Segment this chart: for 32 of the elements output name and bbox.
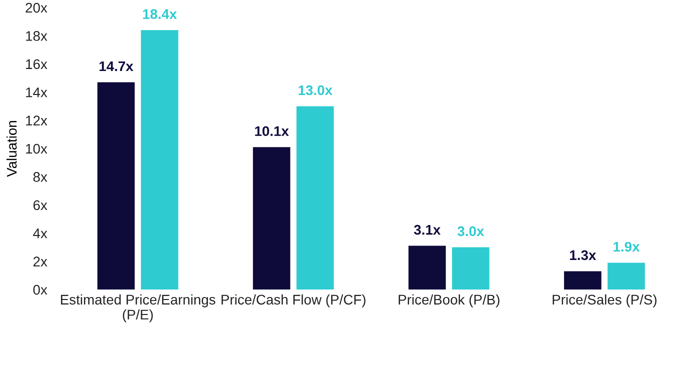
y-tick-label: 0x (33, 284, 48, 295)
y-tick-label: 10x (26, 144, 48, 154)
bar (408, 246, 446, 290)
y-tick-label: 18x (26, 31, 48, 41)
bar (97, 82, 135, 290)
x-tick-label: Price/Sales (P/S) (552, 294, 656, 308)
bar (564, 271, 602, 290)
x-tick-label: Price/Cash Flow (P/CF) (222, 294, 366, 308)
data-label: 3.1x (414, 224, 441, 235)
bar (296, 106, 334, 290)
y-tick-label: 8x (33, 172, 48, 182)
bar (608, 262, 645, 290)
y-tick-label: 2x (33, 256, 48, 266)
bar (252, 147, 290, 290)
y-tick-label: 4x (33, 228, 48, 238)
y-tick-label: 20x (26, 2, 48, 13)
data-label: 3.0x (458, 226, 484, 236)
data-label: 10.1x (255, 126, 289, 136)
x-tick-label: Estimated Price/Earnings (P/E) (61, 294, 216, 322)
y-tick-label: 12x (26, 116, 48, 126)
data-label: 1.3x (570, 250, 596, 260)
bar (140, 30, 178, 290)
y-tick-label: 16x (26, 59, 48, 70)
bar (452, 247, 490, 290)
y-axis-title: Valuation (6, 120, 17, 177)
data-label: 13.0x (298, 85, 332, 96)
y-tick-label: 14x (26, 88, 48, 98)
y-tick-label: 6x (33, 200, 48, 210)
x-tick-label: Price/Book (P/B) (398, 294, 500, 308)
data-label: 1.9x (614, 242, 640, 252)
data-label: 18.4x (143, 9, 177, 19)
data-label: 14.7x (100, 61, 134, 72)
